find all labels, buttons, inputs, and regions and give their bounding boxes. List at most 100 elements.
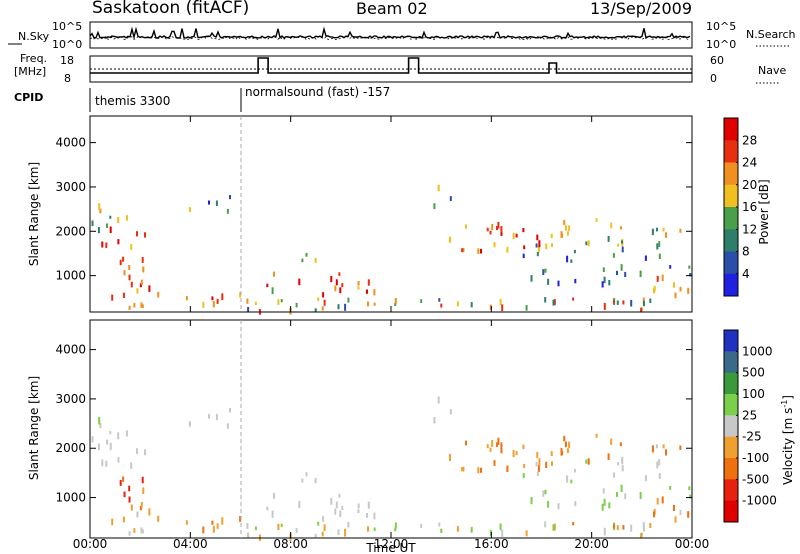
velocity-colorbar-tick-label: -100 (742, 451, 769, 465)
power-colorbar-tick-label: 8 (742, 245, 750, 259)
power-cell (140, 279, 143, 285)
velocity-colorbar-frame (723, 329, 739, 523)
power-cell (136, 231, 139, 237)
velocity-cell (679, 445, 682, 450)
velocity-cell (229, 407, 232, 413)
power-panel: 1000 2000 3000 4000 Slant Range [km] (27, 115, 693, 315)
velocity-cell (394, 527, 397, 532)
power-cell (658, 241, 661, 247)
power-cell (109, 226, 112, 233)
power-cell (649, 298, 652, 303)
power-cell (462, 247, 465, 253)
velocity-cell (489, 529, 492, 536)
velocity-cell (477, 467, 480, 474)
power-cell (357, 281, 360, 286)
velocity-cell (656, 461, 659, 469)
power-cell (689, 273, 692, 277)
velocity-cell (570, 479, 573, 484)
velocity-cell (665, 449, 668, 456)
velocity-cell (493, 460, 496, 466)
velocity-cell (669, 485, 672, 490)
velocity-cell (130, 462, 133, 469)
power-cell (587, 240, 590, 247)
velocity-cell (314, 477, 317, 484)
power-cell (536, 252, 539, 257)
power-cell (621, 240, 624, 244)
power-cell (656, 243, 659, 250)
velocity-cell (496, 442, 499, 447)
velocity-colorbar-tick-label: 25 (742, 408, 757, 422)
nsearch-trace (89, 35, 691, 40)
y-tick-label: 2000 (55, 224, 86, 238)
velocity-cell (144, 449, 147, 456)
power-cell (669, 265, 672, 269)
velocity-cell (573, 468, 576, 473)
velocity-cell (337, 529, 340, 535)
power-cell (608, 280, 611, 286)
velocity-cell (500, 449, 503, 454)
velocity-cell (305, 472, 308, 477)
power-cell (535, 243, 538, 248)
x-axis-label: Time UT (365, 541, 416, 554)
velocity-cell (314, 533, 317, 539)
power-cell (500, 226, 503, 233)
freq-panel: Freq. [MHz] 18 8 60 0 Nave (14, 52, 786, 85)
power-colorbar-segment (724, 184, 738, 208)
velocity-cell (610, 438, 613, 445)
velocity-cell (91, 436, 94, 443)
power-cell (91, 220, 94, 227)
velocity-cell (357, 509, 360, 514)
velocity-colorbar-segment (724, 372, 738, 395)
power-cell (339, 287, 342, 294)
velocity-cell (607, 453, 610, 460)
y-tick-label: 4000 (55, 343, 86, 357)
velocity-cell (321, 531, 324, 537)
power-cell (212, 301, 215, 308)
velocity-cell (465, 440, 468, 446)
freq-label: Freq. (20, 52, 47, 65)
velocity-cell (188, 421, 191, 427)
power-cell (202, 301, 205, 308)
velocity-heatmap (91, 396, 692, 541)
velocity-cell (208, 414, 211, 419)
velocity-cell (334, 508, 337, 515)
velocity-cell (246, 523, 249, 529)
power-colorbar-tick-label: 24 (742, 156, 757, 170)
power-colorbar-tick-label: 20 (742, 178, 757, 192)
velocity-cell (500, 442, 503, 450)
velocity-cell (344, 528, 347, 537)
velocity-cell (603, 527, 606, 536)
power-cell (566, 255, 569, 263)
power-cell (338, 272, 341, 276)
power-cell (140, 302, 143, 308)
power-cell (136, 288, 139, 294)
velocity-cell (109, 442, 112, 451)
velocity-cell (373, 512, 376, 520)
velocity-cell (221, 517, 224, 525)
power-cell (440, 303, 443, 308)
velocity-cell (449, 409, 452, 415)
power-cell (523, 245, 526, 250)
velocity-cell (211, 520, 214, 525)
power-cell (229, 195, 232, 200)
nsearch-label: N.Search (746, 28, 796, 41)
velocity-cell (564, 441, 567, 448)
power-cell (616, 300, 619, 305)
velocity-cell (140, 527, 143, 534)
velocity-cell (141, 529, 144, 534)
power-cell (117, 239, 120, 245)
power-cell (640, 307, 643, 312)
velocity-cell (461, 467, 464, 472)
power-cell (557, 280, 560, 287)
nsky-label: N.Sky (18, 30, 50, 43)
power-cell (317, 297, 320, 301)
velocity-cell (595, 433, 598, 438)
power-colorbar-tick-label: 12 (742, 222, 757, 236)
power-cell (568, 225, 571, 231)
power-cell (553, 299, 556, 306)
power-cell (500, 232, 503, 236)
velocity-cell (437, 396, 440, 404)
velocity-cell (347, 522, 350, 528)
velocity-cell (136, 448, 139, 454)
velocity-cell (550, 451, 553, 456)
